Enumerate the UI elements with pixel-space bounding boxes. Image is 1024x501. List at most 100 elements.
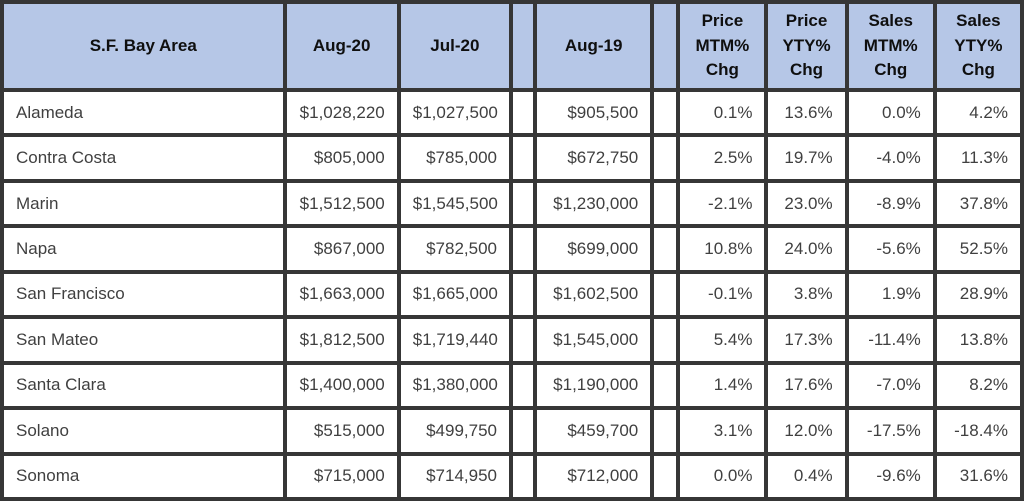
table-row: San Francisco $1,663,000 $1,665,000 $1,6… — [0, 269, 1024, 320]
price-mtm-chg-cell: 2.5% — [676, 133, 769, 183]
spacer-cell — [508, 406, 538, 456]
table-row: Napa $867,000 $782,500 $699,000 10.8% 24… — [0, 224, 1024, 274]
price-yty-chg-cell: 24.0% — [764, 224, 849, 274]
price-yty-chg-cell: 19.7% — [764, 133, 849, 183]
col-header-aug-20: Aug-20 — [282, 0, 401, 92]
price-mtm-chg-cell: 5.4% — [676, 315, 769, 365]
table-row: Marin $1,512,500 $1,545,500 $1,230,000 -… — [0, 178, 1024, 229]
header-spacer-cell — [508, 0, 538, 92]
sales-yty-chg-cell: 8.2% — [932, 360, 1024, 411]
region-name-cell: Sonoma — [0, 451, 287, 501]
sales-mtm-chg-cell: -7.0% — [844, 360, 937, 411]
aug19-price-cell: $1,190,000 — [533, 360, 655, 411]
spacer-cell — [508, 360, 538, 411]
spacer-cell — [650, 269, 681, 320]
table-row: San Mateo $1,812,500 $1,719,440 $1,545,0… — [0, 315, 1024, 365]
price-yty-chg-cell: 12.0% — [764, 406, 849, 456]
jul20-price-cell: $714,950 — [396, 451, 513, 501]
sales-mtm-chg-cell: -17.5% — [844, 406, 937, 456]
aug19-price-cell: $1,545,000 — [533, 315, 655, 365]
region-name-cell: San Mateo — [0, 315, 287, 365]
region-name-cell: San Francisco — [0, 269, 287, 320]
aug20-price-cell: $1,512,500 — [282, 178, 401, 229]
region-name-cell: Napa — [0, 224, 287, 274]
sales-mtm-chg-cell: -4.0% — [844, 133, 937, 183]
price-mtm-chg-cell: 1.4% — [676, 360, 769, 411]
col-header-price-mtm-chg: Price MTM% Chg — [676, 0, 769, 92]
price-mtm-chg-cell: 3.1% — [676, 406, 769, 456]
sales-yty-chg-cell: 37.8% — [932, 178, 1024, 229]
table-row: Contra Costa $805,000 $785,000 $672,750 … — [0, 133, 1024, 183]
price-yty-chg-cell: 0.4% — [764, 451, 849, 501]
col-header-sales-mtm-chg: Sales MTM% Chg — [844, 0, 937, 92]
sales-yty-chg-cell: 4.2% — [932, 87, 1024, 138]
col-header-jul-20: Jul-20 — [396, 0, 513, 92]
spacer-cell — [508, 315, 538, 365]
spacer-cell — [508, 451, 538, 501]
spacer-cell — [650, 451, 681, 501]
region-name-cell: Santa Clara — [0, 360, 287, 411]
header-row: S.F. Bay Area Aug-20 Jul-20 Aug-19 Price… — [0, 0, 1024, 92]
spacer-cell — [650, 315, 681, 365]
aug19-price-cell: $712,000 — [533, 451, 655, 501]
spacer-cell — [508, 87, 538, 138]
aug20-price-cell: $1,028,220 — [282, 87, 401, 138]
spacer-cell — [508, 133, 538, 183]
jul20-price-cell: $1,380,000 — [396, 360, 513, 411]
spacer-cell — [650, 406, 681, 456]
sales-yty-chg-cell: 52.5% — [932, 224, 1024, 274]
table-row: Alameda $1,028,220 $1,027,500 $905,500 0… — [0, 87, 1024, 138]
aug20-price-cell: $715,000 — [282, 451, 401, 501]
price-yty-chg-cell: 13.6% — [764, 87, 849, 138]
price-yty-chg-cell: 23.0% — [764, 178, 849, 229]
aug20-price-cell: $867,000 — [282, 224, 401, 274]
sales-yty-chg-cell: 11.3% — [932, 133, 1024, 183]
col-header-sf-bay-area: S.F. Bay Area — [0, 0, 287, 92]
spacer-cell — [650, 133, 681, 183]
table-row: Sonoma $715,000 $714,950 $712,000 0.0% 0… — [0, 451, 1024, 501]
sales-yty-chg-cell: 28.9% — [932, 269, 1024, 320]
sales-yty-chg-cell: 13.8% — [932, 315, 1024, 365]
spacer-cell — [650, 87, 681, 138]
jul20-price-cell: $785,000 — [396, 133, 513, 183]
aug20-price-cell: $805,000 — [282, 133, 401, 183]
sales-mtm-chg-cell: 1.9% — [844, 269, 937, 320]
col-header-aug-19: Aug-19 — [533, 0, 655, 92]
aug19-price-cell: $1,602,500 — [533, 269, 655, 320]
price-mtm-chg-cell: 0.1% — [676, 87, 769, 138]
aug20-price-cell: $1,663,000 — [282, 269, 401, 320]
region-name-cell: Solano — [0, 406, 287, 456]
region-name-cell: Alameda — [0, 87, 287, 138]
jul20-price-cell: $1,545,500 — [396, 178, 513, 229]
spacer-cell — [650, 224, 681, 274]
aug20-price-cell: $515,000 — [282, 406, 401, 456]
sales-yty-chg-cell: -18.4% — [932, 406, 1024, 456]
jul20-price-cell: $499,750 — [396, 406, 513, 456]
aug20-price-cell: $1,400,000 — [282, 360, 401, 411]
sales-yty-chg-cell: 31.6% — [932, 451, 1024, 501]
jul20-price-cell: $1,027,500 — [396, 87, 513, 138]
sales-mtm-chg-cell: -5.6% — [844, 224, 937, 274]
region-name-cell: Marin — [0, 178, 287, 229]
spacer-cell — [508, 224, 538, 274]
price-mtm-chg-cell: 10.8% — [676, 224, 769, 274]
header-spacer-cell — [650, 0, 681, 92]
col-header-sales-yty-chg: Sales YTY% Chg — [932, 0, 1024, 92]
jul20-price-cell: $1,665,000 — [396, 269, 513, 320]
price-yty-chg-cell: 17.6% — [764, 360, 849, 411]
sales-mtm-chg-cell: -8.9% — [844, 178, 937, 229]
aug19-price-cell: $1,230,000 — [533, 178, 655, 229]
aug20-price-cell: $1,812,500 — [282, 315, 401, 365]
price-mtm-chg-cell: 0.0% — [676, 451, 769, 501]
price-yty-chg-cell: 17.3% — [764, 315, 849, 365]
table-row: Solano $515,000 $499,750 $459,700 3.1% 1… — [0, 406, 1024, 456]
aug19-price-cell: $905,500 — [533, 87, 655, 138]
region-name-cell: Contra Costa — [0, 133, 287, 183]
sales-mtm-chg-cell: -11.4% — [844, 315, 937, 365]
spacer-cell — [508, 178, 538, 229]
sales-mtm-chg-cell: -9.6% — [844, 451, 937, 501]
price-mtm-chg-cell: -2.1% — [676, 178, 769, 229]
col-header-price-yty-chg: Price YTY% Chg — [764, 0, 849, 92]
